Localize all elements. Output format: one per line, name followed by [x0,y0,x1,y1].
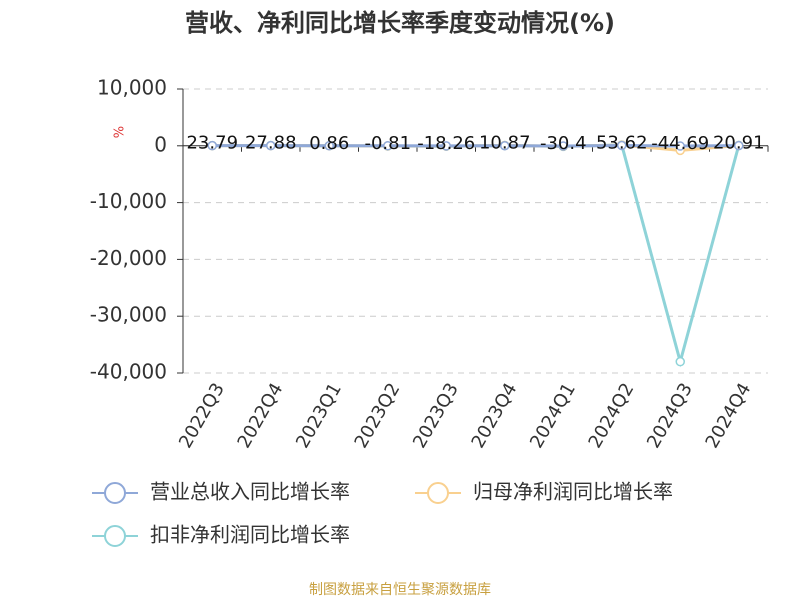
legend-marker [104,482,126,504]
x-tick-label: 2023Q4 [468,380,522,452]
source: 制图数据来自恒生聚源数据库 [309,582,491,598]
legend-label: 营业总收入同比增长率 [150,480,350,504]
x-tick-label: 2023Q1 [292,380,346,452]
point [675,356,685,367]
point [734,140,744,151]
y-tick-label: -40,000 [90,360,167,384]
point [207,140,217,151]
series-line [212,143,741,368]
data-label: 20.91 [713,133,765,154]
data-label: -0.81 [364,133,411,154]
data-label: -44.69 [651,133,709,154]
y-tick-label: -10,000 [90,189,167,213]
point [324,141,334,151]
point [675,141,685,151]
series-line [212,143,739,148]
x-tick-label: 2022Q4 [234,380,288,452]
x-tick-label: 2024Q3 [643,380,697,452]
legend-label: 归母净利润同比增长率 [473,480,673,504]
data-label: -18.26 [417,133,475,154]
point [441,141,451,151]
legend-marker [104,525,126,547]
chart-title: 营收、净利同比增长率季度变动情况(%) [185,9,615,37]
point [500,140,510,151]
point [617,140,627,151]
legend-marker [427,482,449,504]
x-tick-label: 2024Q1 [526,380,580,452]
data-label: 10.87 [479,133,531,154]
data-label: 53.62 [596,132,648,153]
x-tick-label: 2024Q4 [702,380,756,452]
x-tick-label: 2023Q2 [351,380,405,452]
y-tick-label: -30,000 [90,303,167,327]
point [383,141,393,151]
x-tick-label: 2022Q3 [175,380,229,452]
data-label: 0.86 [309,133,349,154]
y-tick-label: 0 [154,132,167,156]
y-axis-label: % [113,126,128,138]
y-tick-label: -20,000 [90,246,167,270]
legend-label: 扣非净利润同比增长率 [150,523,350,547]
data-label: 23.79 [186,133,238,154]
data-label: -30.4 [540,133,587,154]
x-tick-label: 2024Q2 [585,380,639,452]
x-tick-label: 2023Q3 [409,380,463,452]
point [266,140,276,151]
y-tick-label: 10,000 [97,76,167,100]
point [558,141,568,151]
data-label: 27.88 [245,133,297,154]
